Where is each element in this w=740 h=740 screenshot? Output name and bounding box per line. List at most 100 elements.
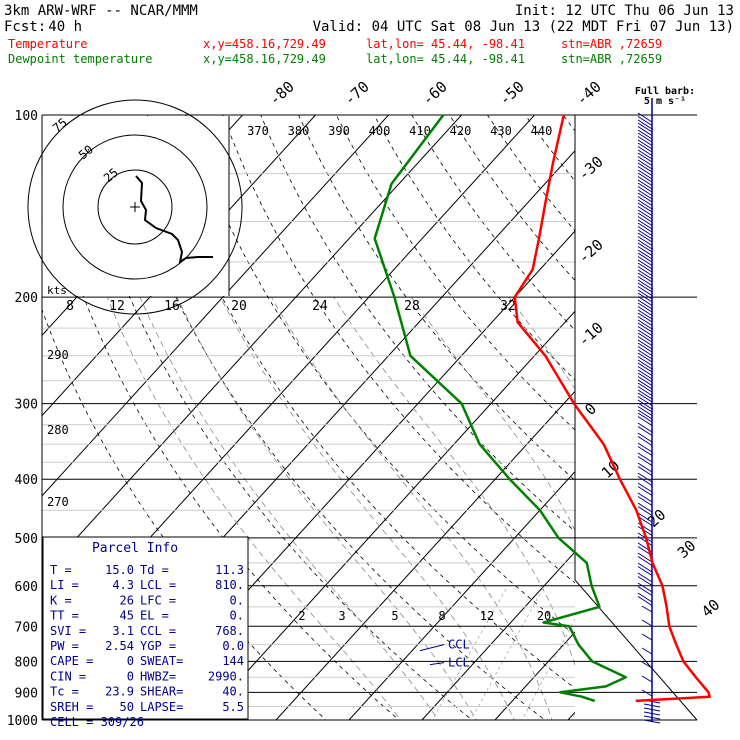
wind-barb	[637, 202, 653, 213]
wind-barb	[641, 689, 653, 697]
wind-barb	[637, 526, 653, 536]
mixing-ratio-label: 28	[404, 299, 420, 314]
moist-adiabat-line	[219, 296, 515, 720]
wind-barb	[637, 582, 653, 593]
wind-barb	[637, 189, 653, 200]
wind-barb	[637, 126, 653, 136]
wind-barb	[637, 482, 653, 493]
temperature-line	[513, 114, 711, 703]
wind-barb	[637, 426, 653, 436]
wind-barb	[637, 292, 653, 303]
hodograph-ring	[62, 134, 208, 280]
wind-barb	[637, 296, 653, 306]
wind-barb	[637, 169, 653, 180]
mixing-ratio-label: 20	[231, 299, 247, 314]
dry-adiabat-line	[714, 115, 740, 733]
wind-barb	[637, 362, 653, 373]
wind-barb	[637, 266, 653, 276]
wind-barb	[637, 562, 653, 573]
wind-barb	[637, 132, 653, 143]
dry-adiabat-line	[524, 115, 575, 182]
wind-barb	[637, 512, 653, 523]
legend-temperature-latlon: lat,lon= 45.44, -98.41	[366, 37, 525, 51]
wind-barb	[637, 316, 653, 326]
wind-barb	[637, 476, 653, 486]
wind-barb	[637, 596, 653, 606]
isotherm-label: -30	[575, 153, 607, 185]
wind-barb	[637, 372, 653, 383]
isotherm-line	[202, 310, 575, 720]
dry-adiabat-line	[487, 115, 575, 232]
wind-barb	[637, 392, 653, 403]
wind-barb	[637, 309, 653, 320]
wind-barb	[637, 199, 653, 210]
wind-barb	[637, 329, 653, 340]
mixing-ratio-line	[431, 585, 509, 720]
legend-temperature-stn: stn=ABR ,72659	[561, 37, 662, 51]
pressure-tick-label: 100	[15, 109, 38, 124]
wind-barb	[637, 139, 653, 150]
dry-adiabat-line	[184, 115, 575, 636]
hodograph-trace	[135, 175, 213, 265]
pressure-tick-label: 900	[15, 686, 38, 701]
wind-barb	[637, 289, 653, 300]
wind-barb	[637, 492, 653, 503]
wind-barb	[637, 572, 653, 583]
wind-barb	[637, 232, 653, 243]
mixing-ratio-label: 12	[480, 609, 494, 623]
wind-barb	[637, 152, 653, 163]
parcel-label: K =	[50, 593, 72, 607]
pressure-tick-label: 1000	[7, 714, 38, 729]
wind-barb	[637, 356, 653, 366]
wind-barb-key-unit: 5 m s⁻¹	[644, 96, 686, 107]
isotherm-label: -60	[419, 78, 451, 110]
parcel-label: LCL =	[140, 578, 176, 592]
theta-label: 380	[288, 124, 310, 138]
wind-barb	[637, 399, 653, 410]
wind-barb	[637, 536, 653, 546]
legend-dewpoint-name: Dewpoint temperature	[8, 52, 153, 66]
dry-adiabat-line	[71, 115, 473, 720]
parcel-value: 5.5	[222, 700, 244, 714]
wind-barb	[637, 412, 653, 423]
wind-barb	[637, 346, 653, 356]
dry-adiabat-line	[109, 115, 546, 720]
wind-barb	[637, 376, 653, 386]
dry-adiabat-label: 270	[47, 495, 69, 509]
isotherm-line	[275, 390, 575, 720]
mixing-ratio-label: 20	[537, 609, 551, 623]
wind-barb	[637, 396, 653, 406]
wind-barb	[637, 286, 653, 296]
isotherm-label: 40	[698, 596, 723, 621]
wind-barb	[637, 122, 653, 133]
wind-barb	[637, 136, 653, 146]
wind-barb	[637, 119, 653, 130]
wind-barb	[637, 576, 653, 586]
pressure-tick-label: 200	[15, 291, 38, 306]
legend-temperature-xy: x,y=458.16,729.49	[203, 37, 326, 51]
wind-barb	[637, 436, 653, 446]
moist-adiabat-line	[333, 296, 575, 667]
dry-adiabat-line	[298, 115, 575, 481]
wind-barb	[637, 462, 653, 473]
parcel-value: 0.	[230, 609, 244, 623]
wind-barb	[637, 142, 653, 153]
wind-barb	[637, 226, 653, 236]
dry-adiabat-line	[335, 115, 575, 431]
wind-barb	[637, 162, 653, 173]
isotherm-label: -70	[341, 78, 373, 110]
wind-barb	[637, 386, 653, 396]
wind-barb	[637, 332, 653, 343]
wind-barb	[637, 592, 653, 603]
parcel-label: SREH =	[50, 700, 93, 714]
lcl-pointer	[429, 662, 445, 666]
wind-barb	[637, 389, 653, 400]
isotherm-line	[348, 470, 575, 720]
parcel-label: EL =	[140, 609, 169, 623]
wind-barb	[637, 182, 653, 193]
wind-barb	[637, 496, 653, 506]
moist-adiabat-line	[139, 296, 439, 720]
wind-barb	[637, 312, 653, 323]
